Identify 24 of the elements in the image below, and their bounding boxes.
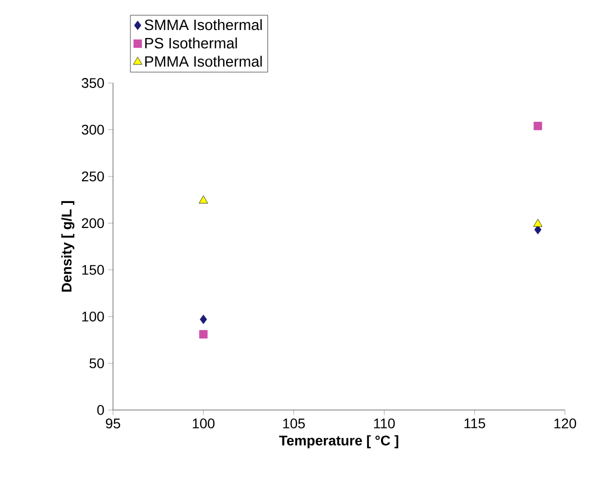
x-tick-label: 110 <box>374 418 395 428</box>
legend-label: SMMA Isothermal <box>144 19 262 30</box>
y-axis-title: Density [ g/L ] <box>61 201 74 292</box>
point <box>533 218 542 227</box>
point <box>200 314 207 324</box>
y-tick-label: 300 <box>82 124 104 135</box>
point <box>534 122 542 130</box>
y-tick-label: 100 <box>82 312 104 322</box>
x-tick-label: 100 <box>192 418 214 428</box>
x-tick-label: 115 <box>464 418 486 428</box>
y-tick-label: 0 <box>97 405 104 415</box>
y-tick-label: 200 <box>82 218 104 228</box>
x-tick-label: 95 <box>106 418 120 428</box>
legend-label: PMMA Isothermal <box>145 56 262 67</box>
y-tick-label: 150 <box>82 264 104 275</box>
y-tick-label: 350 <box>82 78 104 88</box>
point <box>198 196 208 204</box>
y-tick-label: 50 <box>90 358 104 368</box>
legend-label: PS Isothermal <box>145 37 237 48</box>
x-tick-label: 120 <box>554 418 576 428</box>
y-tick-label: 250 <box>82 171 104 182</box>
x-tick-label: 105 <box>283 418 305 428</box>
x-axis-title: Temperature [ °C ] <box>279 435 398 448</box>
point <box>199 330 208 339</box>
